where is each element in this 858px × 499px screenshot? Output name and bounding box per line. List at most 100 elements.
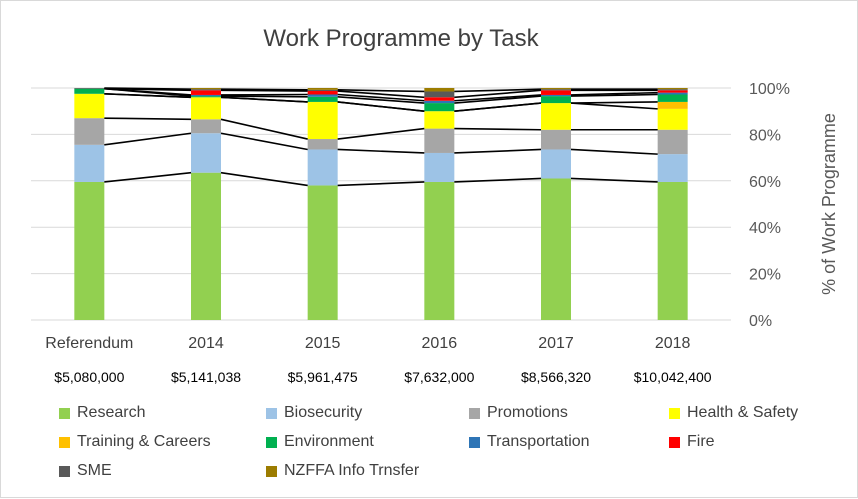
legend-swatch (266, 466, 277, 477)
category-total-label: $5,961,475 (288, 369, 358, 385)
legend-swatch (59, 466, 70, 477)
series-line (454, 129, 541, 130)
legend-item-fire: Fire (669, 433, 715, 451)
x-category-label: 2017 (538, 335, 574, 352)
category-total-label: $5,080,000 (54, 369, 124, 385)
bar-segment-research (541, 178, 571, 320)
bar-segment-environment (424, 103, 454, 111)
y-tick-label: 100% (749, 81, 790, 98)
bar-segment-fire (191, 90, 221, 95)
legend-item-training-careers: Training & Careers (59, 433, 211, 451)
legend-item-biosecurity: Biosecurity (266, 404, 362, 422)
bar-segment-training-careers (658, 102, 688, 109)
legend-label: Biosecurity (284, 404, 362, 422)
legend-label: Health & Safety (687, 404, 798, 422)
bar-segment-sme (424, 91, 454, 97)
bar-segment-research (424, 182, 454, 320)
legend-label: Environment (284, 433, 374, 451)
series-line (338, 102, 425, 111)
legend-swatch (59, 408, 70, 419)
bar-segment-biosecurity (308, 149, 338, 185)
legend-swatch (266, 437, 277, 448)
legend-label: Transportation (487, 433, 590, 451)
bar-segment-research (74, 182, 104, 320)
series-line (104, 118, 191, 119)
bar-segment-sme (541, 89, 571, 90)
y-tick-label: 40% (749, 220, 781, 237)
legend-label: Promotions (487, 404, 568, 422)
bar-segment-promotions (424, 129, 454, 153)
legend-label: Research (77, 404, 145, 422)
bar-segment-sme (191, 89, 221, 90)
bar-segment-nzffa-info-trnsfer (191, 88, 221, 89)
bar-segment-transportation (308, 94, 338, 96)
bar-segment-biosecurity (541, 149, 571, 178)
bar-segment-health-safety (74, 94, 104, 118)
y-tick-label: 60% (749, 174, 781, 191)
bar-segment-promotions (74, 118, 104, 145)
bar-segment-health-safety (658, 109, 688, 130)
series-line (221, 173, 308, 186)
series-line (338, 149, 425, 152)
bar-segment-health-safety (191, 97, 221, 119)
category-total-label: $8,566,320 (521, 369, 591, 385)
bar-segment-fire (658, 90, 688, 92)
x-category-label: 2015 (305, 335, 341, 352)
x-category-label: 2016 (422, 335, 458, 352)
bar-segment-research (191, 173, 221, 320)
bar-segment-transportation (658, 93, 688, 95)
bar-segment-promotions (308, 139, 338, 149)
bar-segment-nzffa-info-trnsfer (658, 88, 688, 89)
bar-segment-biosecurity (191, 133, 221, 172)
series-line (454, 103, 541, 111)
y-axis-title: % of Work Programme (819, 113, 839, 295)
legend-label: Training & Careers (77, 433, 211, 451)
series-line (571, 102, 658, 103)
series-line (571, 178, 658, 181)
x-category-label: Referendum (45, 335, 133, 352)
category-total-label: $5,141,038 (171, 369, 241, 385)
bar-segment-environment (541, 96, 571, 103)
bar-segment-biosecurity (74, 145, 104, 182)
legend-item-environment: Environment (266, 433, 374, 451)
bar-segment-nzffa-info-trnsfer (541, 88, 571, 89)
bar-segment-transportation (424, 101, 454, 103)
series-line (338, 182, 425, 185)
category-total-label: $7,632,000 (404, 369, 474, 385)
y-tick-label: 80% (749, 127, 781, 144)
series-line (454, 178, 541, 181)
legend-item-promotions: Promotions (469, 404, 568, 422)
bar-segment-health-safety (541, 103, 571, 130)
bar-segment-environment (74, 89, 104, 94)
bar-segment-fire (308, 91, 338, 94)
legend-swatch (469, 408, 480, 419)
legend-label: Fire (687, 433, 715, 451)
series-line (104, 133, 191, 145)
category-total-label: $10,042,400 (634, 369, 712, 385)
bar-segment-promotions (541, 130, 571, 150)
legend-item-transportation: Transportation (469, 433, 590, 451)
bar-segment-sme (308, 90, 338, 91)
bar-segment-promotions (191, 119, 221, 133)
legend-swatch (266, 408, 277, 419)
bar-segment-biosecurity (424, 153, 454, 182)
y-tick-label: 20% (749, 267, 781, 284)
x-category-label: 2014 (188, 335, 224, 352)
x-category-label: 2018 (655, 335, 691, 352)
legend-item-health-safety: Health & Safety (669, 404, 798, 422)
series-line (338, 129, 425, 139)
bar-segment-research (658, 182, 688, 320)
bar-segment-environment (308, 97, 338, 102)
legend-item-sme: SME (59, 462, 112, 480)
legend-swatch (469, 437, 480, 448)
series-line (454, 149, 541, 152)
bar-segment-fire (424, 97, 454, 100)
series-line (221, 89, 308, 90)
legend-item-nzffa-info-trnsfer: NZFFA Info Trnsfer (266, 462, 419, 480)
bar-segment-sme (658, 89, 688, 90)
legend-item-research: Research (59, 404, 145, 422)
bar-segment-fire (541, 90, 571, 95)
bar-segment-sme (74, 88, 104, 89)
